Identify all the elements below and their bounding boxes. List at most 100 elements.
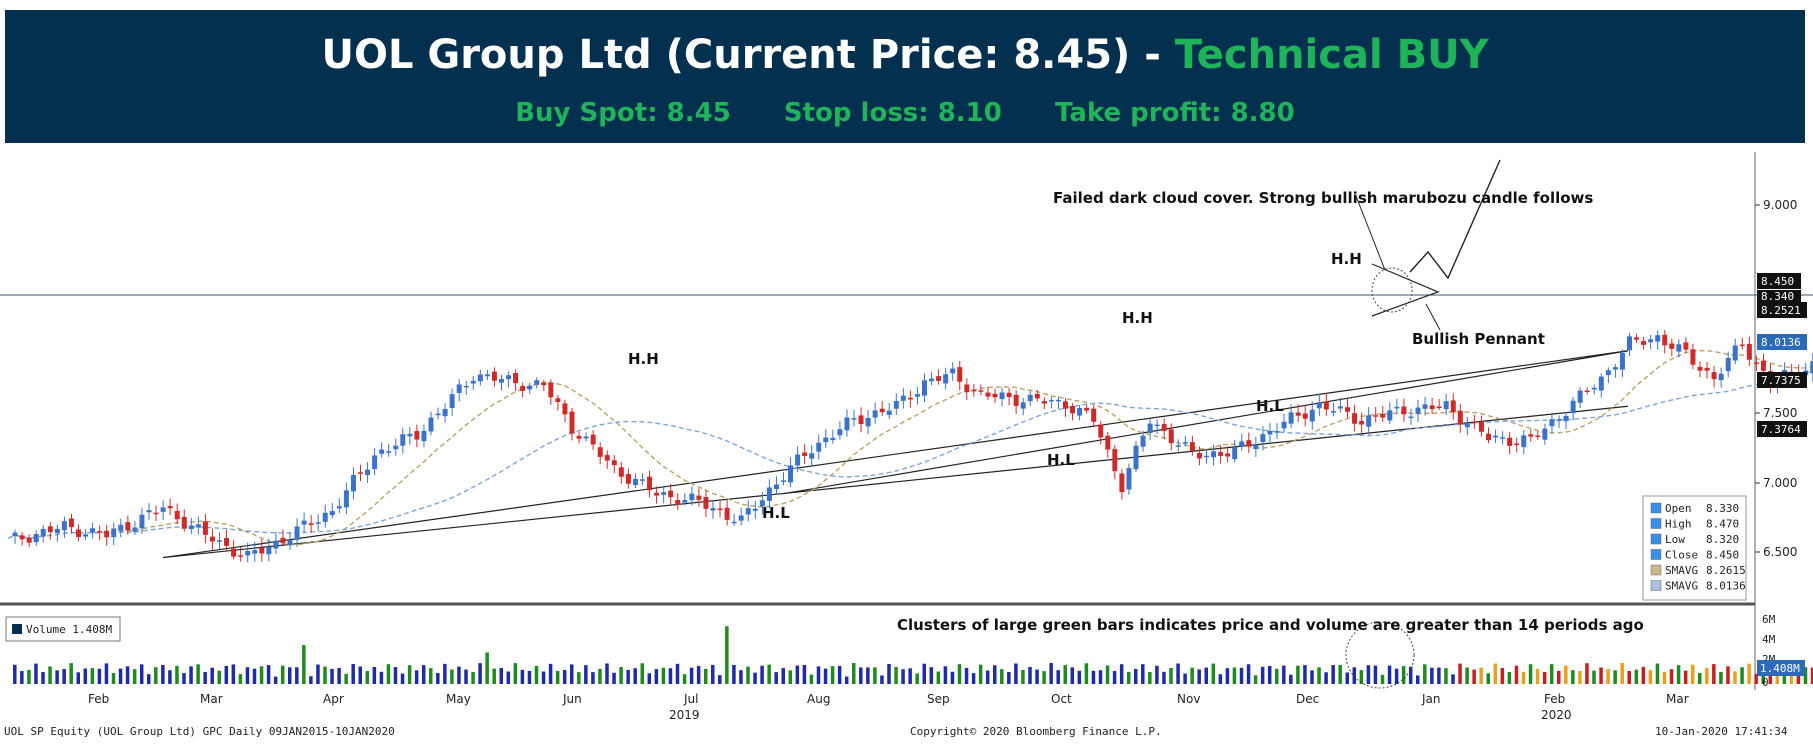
candle-body (1246, 440, 1252, 447)
x-tick-label: Aug (807, 692, 830, 706)
candle-body (1746, 343, 1752, 360)
candle-body (823, 437, 829, 443)
sma-short-line (7, 349, 1813, 546)
candle-body (999, 392, 1005, 400)
volume-bar (1542, 672, 1547, 684)
candle-body (1535, 435, 1541, 438)
candle-body (372, 455, 378, 470)
candle-body (950, 368, 956, 374)
volume-bar (570, 664, 574, 684)
volume-bar (1324, 672, 1328, 684)
volume-bar (407, 665, 412, 684)
volume-bar (259, 666, 264, 684)
candle-body (781, 480, 786, 482)
volume-bar (555, 670, 560, 684)
x-tick-label: Dec (1296, 692, 1319, 706)
price-tag-8340: 8.340 (1761, 290, 1794, 303)
candle-body (26, 537, 32, 543)
volume-bar (485, 652, 489, 684)
candle-body (83, 534, 89, 537)
volume-bar (1521, 671, 1526, 684)
legend-swatch (1650, 580, 1662, 591)
candle-body (1112, 449, 1118, 472)
candle-body (569, 411, 575, 434)
candle-body (273, 540, 279, 549)
candle-body (19, 535, 25, 540)
x-tick-label: Jun (562, 692, 582, 706)
candle-body (1267, 430, 1273, 435)
projection-path (1409, 159, 1501, 280)
candle-body (809, 453, 815, 459)
candle-body (604, 455, 610, 461)
volume-bar (964, 667, 969, 684)
candle-body (301, 520, 307, 525)
year-label-2020: 2020 (1541, 708, 1572, 722)
candle-body (788, 465, 794, 483)
price-tag-73764: 7.3764 (1761, 423, 1801, 436)
annotation-volume-note: Clusters of large green bars indicates p… (897, 616, 1644, 634)
volume-bar (1705, 668, 1709, 684)
candle-body (1387, 410, 1393, 421)
candle-body (745, 508, 751, 515)
volume-tag-box (1757, 660, 1805, 676)
legend-swatch (1650, 564, 1662, 576)
candle-body (830, 437, 836, 440)
volume-bar (1423, 664, 1427, 684)
volume-legend: Volume 1.408M (5, 616, 121, 642)
volume-bar (224, 665, 229, 684)
candle-body (936, 376, 942, 381)
candle-body (1760, 360, 1766, 371)
candle-body (1676, 344, 1682, 352)
legend-value: 8.470 (1706, 518, 1739, 531)
candle-body (435, 413, 441, 416)
candle-body (343, 490, 349, 508)
candle-body (174, 510, 180, 520)
candle-body (837, 429, 843, 436)
candle-body (1302, 413, 1308, 419)
candle-body (1669, 343, 1675, 349)
volume-bar (1162, 671, 1166, 684)
volume-bar (1352, 667, 1357, 684)
volume-bar (1810, 667, 1813, 684)
candle-body (1739, 344, 1745, 347)
volume-bar (837, 665, 842, 684)
candle-body (1584, 390, 1590, 393)
volume-bar (1338, 665, 1342, 684)
candle-body (1225, 453, 1231, 457)
volume-bar (534, 665, 539, 684)
volume-bar (1507, 671, 1512, 684)
candle-body (1493, 435, 1499, 438)
volume-bar (513, 663, 518, 684)
volume-bar (1155, 665, 1159, 684)
legend-label: SMAVG (1665, 564, 1698, 577)
volume-bar (1408, 666, 1413, 684)
candle-body (245, 551, 251, 556)
volume-bar (1317, 667, 1321, 684)
candle-body (1359, 420, 1365, 425)
volume-bar (711, 664, 715, 684)
volume-bar (1380, 674, 1385, 684)
label-hl-2: H.L (1047, 451, 1075, 469)
price-axis: 9.000 7.500 7.000 6.500 (1755, 198, 1797, 559)
candle-body (978, 390, 984, 392)
volume-bar (506, 671, 511, 684)
volume-bar (1035, 669, 1039, 684)
x-tick-label: Jan (1421, 692, 1441, 706)
price-tag-8450: 8.450 (1761, 275, 1794, 288)
candle-body (583, 436, 589, 439)
title-main: UOL Group Ltd (Current Price: 8.45) - (321, 32, 1175, 78)
price-tag-box (1757, 290, 1801, 302)
label-hl-1: H.L (762, 504, 790, 522)
volume-bar (280, 665, 285, 684)
volume-bar (1627, 671, 1631, 684)
volume-bar (1183, 673, 1187, 684)
candle-body (802, 452, 808, 456)
candle-body (555, 398, 561, 403)
volume-bar (1669, 669, 1674, 684)
candle-body (816, 442, 822, 452)
volume-bar (1289, 674, 1293, 684)
volume-bar (619, 667, 623, 684)
candle-body (125, 522, 131, 531)
candle-body (1810, 361, 1813, 374)
volume-bar (161, 664, 165, 684)
